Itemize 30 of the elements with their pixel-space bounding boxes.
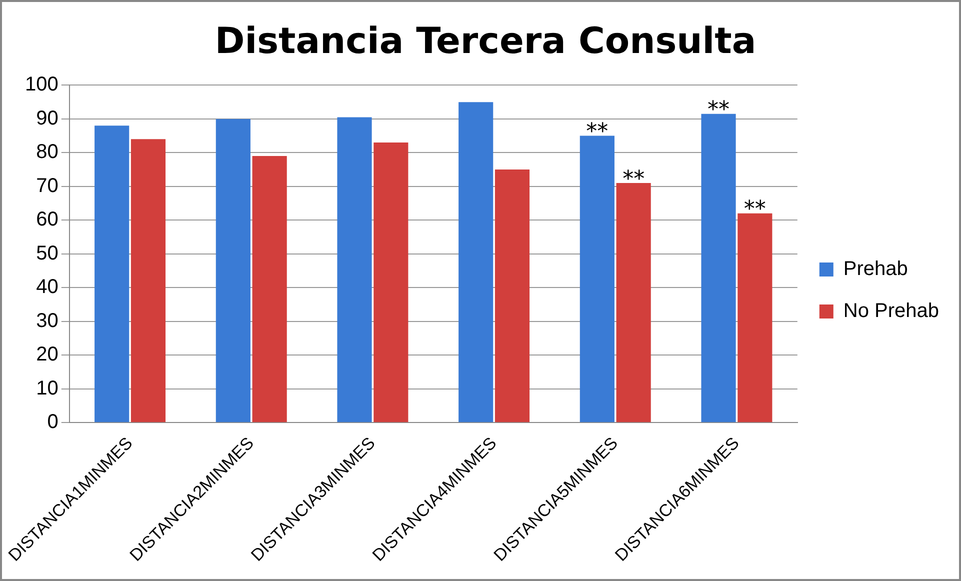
y-tick-label: 60 [36, 208, 58, 231]
y-tick-label: 0 [47, 411, 58, 434]
bar [252, 156, 287, 422]
y-tick-label: 30 [36, 310, 58, 332]
bar [458, 102, 494, 422]
bar [494, 170, 530, 422]
y-tick-label: 50 [36, 242, 58, 264]
annotation: ** [622, 166, 645, 192]
y-tick-label: 100 [24, 74, 58, 96]
bar [94, 126, 130, 422]
y-tick-label: 20 [36, 344, 58, 366]
bar [738, 213, 772, 422]
y-tick-label: 10 [36, 377, 58, 400]
y-tick-label: 70 [36, 174, 58, 197]
y-tick-label: 90 [36, 107, 58, 130]
bar [580, 136, 614, 422]
bar [701, 114, 736, 422]
y-tick-label: 40 [36, 276, 58, 298]
bar [337, 117, 372, 422]
bar [216, 118, 250, 422]
annotation: ** [586, 120, 608, 145]
bar [616, 183, 651, 422]
annotation: ** [708, 98, 730, 123]
legend-label: Prehab [843, 258, 908, 280]
y-tick-label: 80 [36, 141, 58, 164]
bar [374, 142, 408, 422]
annotation: ** [744, 197, 766, 222]
chart-title: Distancia Tercera Consulta [214, 20, 756, 62]
bar [130, 139, 166, 422]
legend-label: No Prehab [843, 300, 940, 322]
